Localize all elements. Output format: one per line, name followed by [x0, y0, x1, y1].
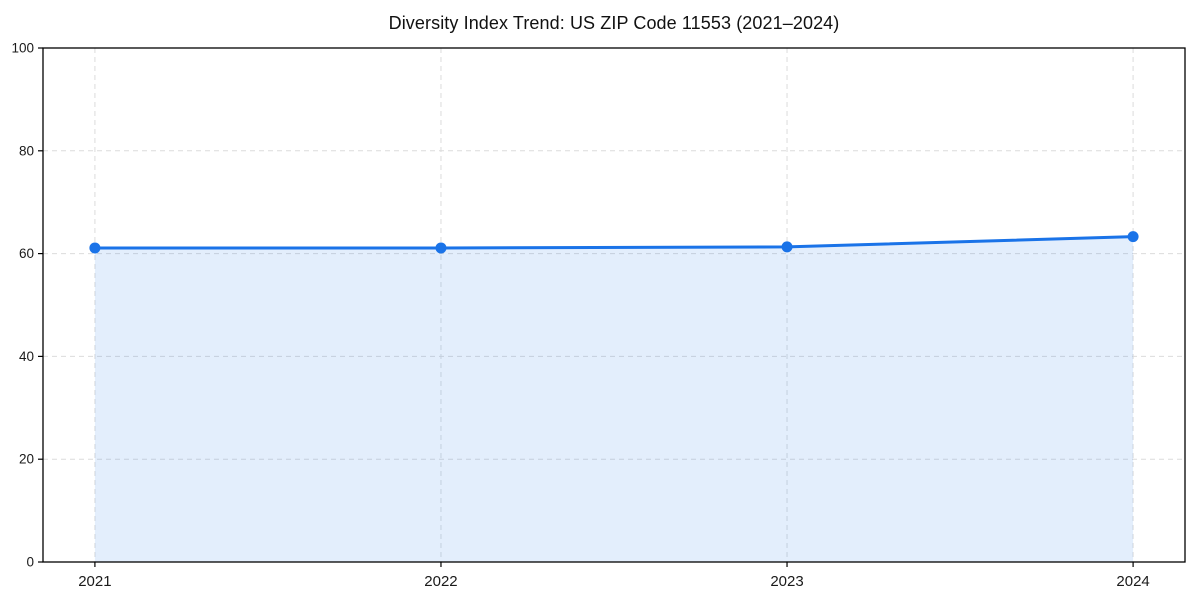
y-tick-label: 20: [19, 452, 34, 467]
y-tick-label: 80: [19, 143, 34, 158]
data-point-marker: [435, 242, 447, 254]
area-fill: [94, 236, 1134, 562]
y-tick-label: 60: [19, 246, 34, 261]
y-tick-label: 100: [11, 41, 34, 56]
data-point-marker: [781, 241, 793, 253]
x-tick-label: 2021: [78, 573, 111, 590]
x-tick-label: 2022: [424, 573, 457, 590]
y-tick-label: 40: [19, 349, 34, 364]
x-tick-label: 2024: [1116, 573, 1149, 590]
x-tick-label: 2023: [770, 573, 803, 590]
data-point-marker: [1127, 231, 1139, 243]
plot-border: [42, 47, 1186, 563]
trend-line: [93, 235, 1135, 250]
chart-title: Diversity Index Trend: US ZIP Code 11553…: [388, 13, 840, 33]
y-tick-label: 0: [26, 555, 34, 570]
data-point-marker: [89, 242, 101, 254]
